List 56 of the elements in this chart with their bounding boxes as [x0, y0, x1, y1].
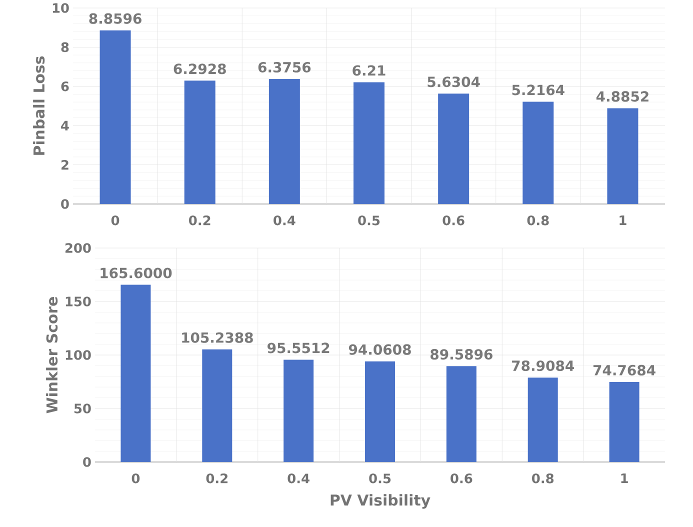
- data-label: 6.2928: [174, 64, 226, 74]
- y-tick-label: 50: [74, 404, 91, 414]
- data-label: 94.0608: [348, 344, 411, 355]
- data-label: 95.5512: [268, 342, 330, 354]
- bar: [354, 82, 384, 204]
- y-tick-label: 0: [61, 199, 69, 209]
- x-tick-label: 0: [132, 474, 140, 484]
- y-tick-label: 4: [61, 120, 69, 130]
- data-label: 5.2164: [512, 84, 564, 96]
- x-tick-label: 0.8: [532, 474, 554, 484]
- bar: [268, 79, 300, 204]
- y-tick-label: 0: [83, 457, 91, 467]
- x-tick-label: 0.4: [288, 474, 310, 484]
- bar: [202, 349, 232, 462]
- x-tick-label: 0.5: [358, 216, 380, 226]
- y-tick-label: 200: [65, 243, 91, 253]
- x-tick-label: 0.4: [274, 216, 296, 226]
- bar: [528, 378, 558, 462]
- data-label: 165.6000: [100, 268, 172, 278]
- bar: [184, 80, 216, 204]
- y-tick-label: 8: [61, 42, 69, 52]
- data-label: 78.9084: [512, 360, 574, 372]
- bar: [365, 361, 396, 462]
- bar: [120, 284, 151, 462]
- data-label: 74.7684: [593, 364, 656, 376]
- data-label: 89.5896: [430, 349, 492, 360]
- data-label: 5.6304: [428, 76, 480, 88]
- y-tick-label: 2: [62, 160, 68, 170]
- bar: [100, 30, 131, 204]
- bar: [607, 108, 638, 204]
- x-tick-label: 0.5: [369, 474, 391, 484]
- x-tick-label: 0.2: [206, 474, 228, 484]
- x-tick-label: 0.6: [442, 216, 464, 226]
- y-tick-label: 100: [66, 350, 91, 360]
- data-label: 4.8852: [596, 91, 648, 102]
- bar: [446, 366, 476, 462]
- y-tick-label: 10: [52, 3, 69, 13]
- x-tick-label: 0.2: [189, 216, 210, 226]
- bar: [522, 102, 554, 204]
- data-label: 6.21: [352, 65, 386, 76]
- y-axis-title: Pinball Loss: [33, 56, 45, 155]
- bar: [609, 382, 640, 462]
- bar: [438, 94, 470, 204]
- y-tick-label: 150: [66, 296, 91, 306]
- x-axis-title: PV Visibility: [330, 494, 430, 509]
- data-label: 6.3756: [258, 62, 311, 73]
- y-tick-label: 6: [61, 82, 69, 92]
- data-label: 105.2388: [182, 332, 253, 343]
- x-tick-label: 0: [111, 216, 120, 226]
- x-tick-label: 0.8: [527, 216, 549, 226]
- x-tick-label: 0.6: [450, 474, 472, 484]
- x-tick-label: 1: [620, 216, 626, 225]
- data-label: 8.8596: [89, 13, 142, 24]
- x-tick-label: 1: [621, 474, 628, 483]
- bar: [284, 360, 314, 462]
- y-axis-title: Winkler Score: [46, 297, 58, 414]
